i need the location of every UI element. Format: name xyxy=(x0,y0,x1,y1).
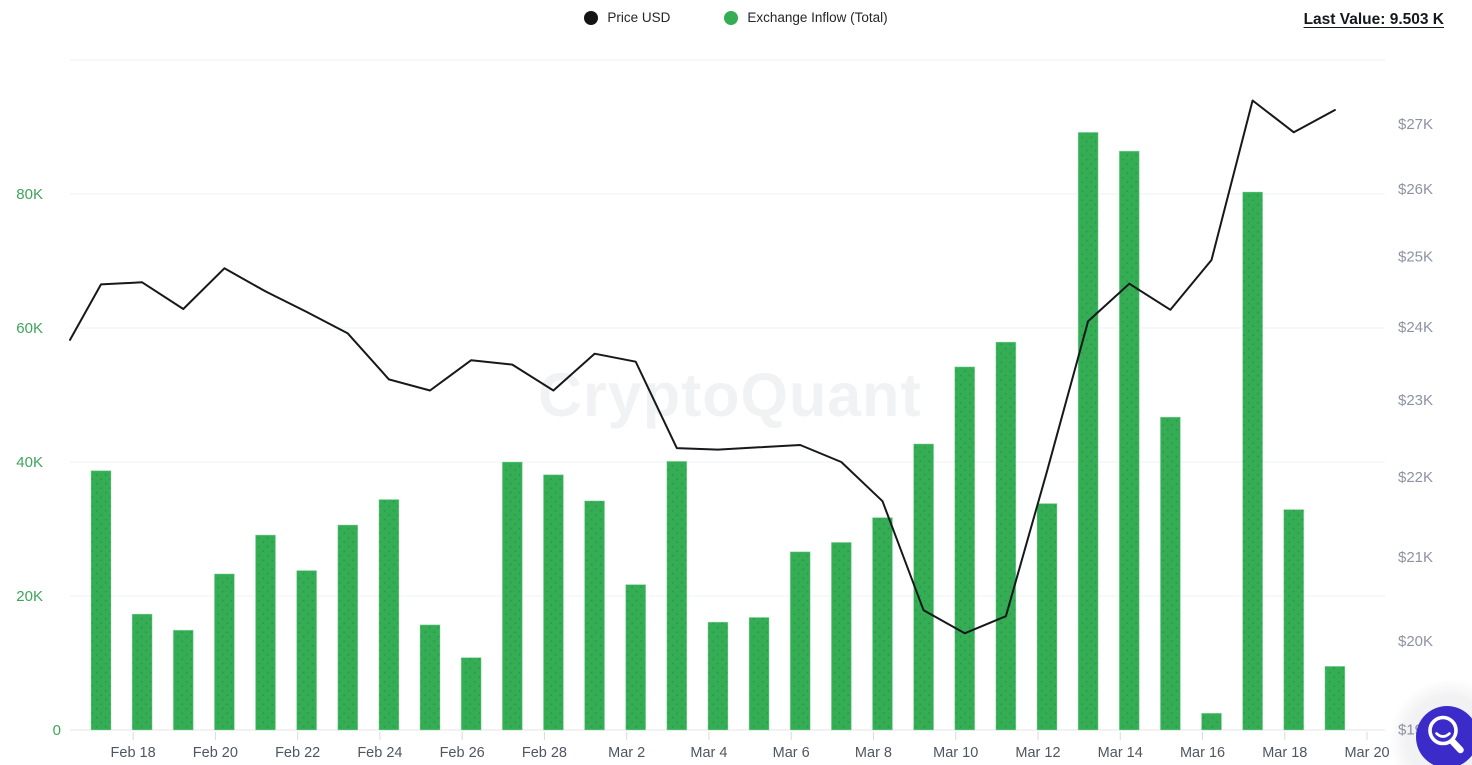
x-axis-label: Mar 4 xyxy=(690,745,727,761)
inflow-bar[interactable] xyxy=(1118,150,1140,731)
inflow-bar[interactable] xyxy=(666,460,688,731)
right-axis-label: $26K xyxy=(1398,181,1433,198)
inflow-bar[interactable] xyxy=(460,657,482,731)
inflow-bar[interactable] xyxy=(584,500,605,731)
inflow-bar[interactable] xyxy=(213,573,235,731)
inflow-bar[interactable] xyxy=(872,517,893,731)
inflow-bar[interactable] xyxy=(1201,712,1222,731)
x-axis-label: Mar 20 xyxy=(1344,745,1389,761)
x-axis-label: Mar 10 xyxy=(933,745,978,761)
inflow-bar[interactable] xyxy=(131,613,153,731)
inflow-bar[interactable] xyxy=(1242,191,1264,731)
x-axis-label: Mar 6 xyxy=(773,745,810,761)
chart-legend: Price USD Exchange Inflow (Total) xyxy=(0,10,1472,25)
legend-item-exchange-inflow[interactable]: Exchange Inflow (Total) xyxy=(724,10,888,25)
x-axis-label: Feb 26 xyxy=(440,745,485,761)
x-axis-label: Mar 2 xyxy=(608,745,645,761)
inflow-bar[interactable] xyxy=(543,474,564,731)
right-axis-label: $23K xyxy=(1398,392,1433,409)
inflow-bar[interactable] xyxy=(90,470,112,731)
right-axis-label: $20K xyxy=(1398,633,1433,650)
inflow-bar[interactable] xyxy=(501,461,523,731)
inflow-bar[interactable] xyxy=(296,570,318,731)
x-axis-label: Feb 22 xyxy=(275,745,320,761)
magnifier-handle-icon xyxy=(1449,738,1464,754)
inflow-series-dot-icon xyxy=(724,10,739,25)
inflow-bar[interactable] xyxy=(954,366,976,731)
inflow-bar[interactable] xyxy=(995,341,1017,731)
inflow-bar[interactable] xyxy=(707,621,729,731)
magnifier-smile-icon xyxy=(1435,732,1451,738)
x-axis-label: Mar 14 xyxy=(1098,745,1143,761)
left-axis-label: 0 xyxy=(53,722,61,739)
inflow-bar[interactable] xyxy=(1324,665,1346,731)
inflow-bar[interactable] xyxy=(172,629,194,731)
inflow-bar[interactable] xyxy=(625,584,647,731)
x-axis-label: Feb 18 xyxy=(111,745,156,761)
inflow-bar[interactable] xyxy=(378,499,400,731)
inflow-bar[interactable] xyxy=(1283,509,1305,731)
right-axis-label: $22K xyxy=(1398,469,1433,486)
last-value-link[interactable]: Last Value: 9.503 K xyxy=(1303,11,1444,28)
x-axis-label: Mar 18 xyxy=(1262,745,1307,761)
legend-item-price-usd[interactable]: Price USD xyxy=(584,10,670,25)
magnifier-lens-icon xyxy=(1428,715,1458,746)
price-series-dot-icon xyxy=(584,10,599,25)
inflow-bar[interactable] xyxy=(1077,131,1099,731)
legend-label-price-usd: Price USD xyxy=(607,10,671,25)
left-axis-label: 60K xyxy=(16,320,43,337)
x-axis-label: Mar 16 xyxy=(1180,745,1225,761)
inflow-bar[interactable] xyxy=(830,542,852,731)
right-axis-label: $21K xyxy=(1398,549,1433,566)
inflow-bar[interactable] xyxy=(419,624,441,731)
watermark: CryptoQuant xyxy=(538,361,922,429)
inflow-bar[interactable] xyxy=(255,534,276,731)
inflow-bar[interactable] xyxy=(789,551,811,731)
zoom-button[interactable] xyxy=(1416,706,1472,765)
inflow-bar[interactable] xyxy=(1036,503,1058,731)
inflow-bar[interactable] xyxy=(1159,416,1181,731)
x-axis-label: Feb 24 xyxy=(357,745,402,761)
inflow-bar[interactable] xyxy=(913,443,934,731)
inflow-bar[interactable] xyxy=(748,617,770,731)
right-axis-label: $24K xyxy=(1398,319,1433,336)
left-axis-label: 40K xyxy=(16,454,43,471)
x-axis-label: Mar 12 xyxy=(1015,745,1060,761)
price-line[interactable] xyxy=(69,99,1336,635)
inflow-bar[interactable] xyxy=(337,524,359,731)
left-axis-label: 20K xyxy=(16,588,43,605)
x-axis-label: Feb 20 xyxy=(193,745,238,761)
right-axis-label: $25K xyxy=(1398,249,1433,266)
legend-label-exchange-inflow: Exchange Inflow (Total) xyxy=(747,10,888,25)
right-axis-label: $27K xyxy=(1398,116,1433,133)
left-axis-label: 80K xyxy=(16,186,43,203)
x-axis-label: Mar 8 xyxy=(855,745,892,761)
x-axis-label: Feb 28 xyxy=(522,745,567,761)
